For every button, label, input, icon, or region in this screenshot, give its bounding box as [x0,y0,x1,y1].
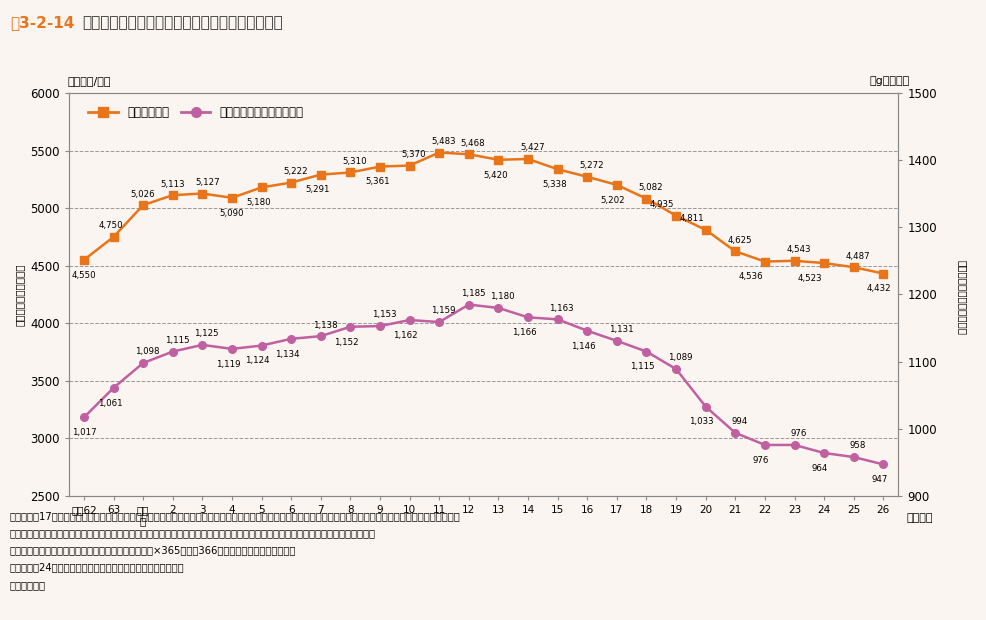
Text: 1,185: 1,185 [460,289,485,298]
Text: 1,162: 1,162 [392,331,417,340]
Text: 図るための基本的な方針」における、「一般廃棄物の排出量（計画収集量＋直接搬入量＋資源ごみの集団回収量）」と同様とした: 図るための基本的な方針」における、「一般廃棄物の排出量（計画収集量＋直接搬入量＋… [10,528,376,538]
Text: 1,166: 1,166 [511,328,535,337]
Y-axis label: ごみ総排出量（万ト）: ごみ総排出量（万ト） [15,264,25,326]
Text: 5,291: 5,291 [306,185,330,195]
Legend: ごみ総排出量, 一人一日当たりごみ排出量: ごみ総排出量, 一人一日当たりごみ排出量 [83,101,309,123]
Text: 1,180: 1,180 [490,292,515,301]
Text: 947: 947 [870,475,886,484]
Text: 4,935: 4,935 [650,200,673,209]
Text: 5,361: 5,361 [365,177,389,187]
Text: ごみ総排出量と一人一日当たりごみ排出量の推移: ごみ総排出量と一人一日当たりごみ排出量の推移 [82,16,282,30]
Text: 注１：平成17年度実績の取りまとめより「ごみ総排出量」は、廃棄物処理法に基づく「廃棄物の減量その他その適正な処理に関する施策の総合的かつ計画的な推進を: 注１：平成17年度実績の取りまとめより「ごみ総排出量」は、廃棄物処理法に基づく「… [10,512,460,521]
Text: （万トン/年）: （万トン/年） [67,76,110,86]
Text: 図3-2-14: 図3-2-14 [10,16,74,30]
Text: 1,163: 1,163 [549,304,574,312]
Text: 1,089: 1,089 [668,353,692,363]
Text: 5,338: 5,338 [542,180,567,189]
Text: 1,125: 1,125 [194,329,219,339]
Text: 1,061: 1,061 [99,399,123,407]
Text: ２：一人一日当たりごみ排出量は総排出量を総人口×365日又は366日でそれぞれ除した値である: ２：一人一日当たりごみ排出量は総排出量を総人口×365日又は366日でそれぞれ除… [10,545,296,555]
Text: 5,483: 5,483 [431,137,456,146]
Text: 5,272: 5,272 [579,161,603,171]
Text: 4,432: 4,432 [866,285,890,293]
Text: 5,222: 5,222 [283,167,308,176]
Text: 資料：環境省: 資料：環境省 [10,580,45,590]
Text: 5,427: 5,427 [520,143,544,153]
Text: 964: 964 [810,464,827,473]
Text: 5,310: 5,310 [342,157,367,166]
Text: 一人一日当たりごみ排出量: 一人一日当たりごみ排出量 [956,260,966,335]
Text: 5,468: 5,468 [460,139,485,148]
Text: 4,487: 4,487 [845,252,870,260]
Text: 958: 958 [849,441,866,451]
Text: 1,098: 1,098 [135,347,160,356]
Text: 5,127: 5,127 [195,178,220,187]
Text: 5,202: 5,202 [599,196,624,205]
Text: 1,119: 1,119 [215,360,240,369]
Text: ３：平成24年度以降の総人口には、外国人人口を含んでいる: ３：平成24年度以降の総人口には、外国人人口を含んでいる [10,562,184,572]
Text: 4,536: 4,536 [738,272,762,281]
Text: 1,115: 1,115 [165,336,189,345]
Text: 1,159: 1,159 [431,306,456,316]
Text: 1,152: 1,152 [333,337,358,347]
Text: 1,017: 1,017 [72,428,96,437]
Text: 5,420: 5,420 [483,170,508,180]
Text: 4,750: 4,750 [99,221,123,230]
Text: 4,543: 4,543 [786,245,810,254]
Text: 1,134: 1,134 [274,350,299,358]
Text: （g／人日）: （g／人日） [869,76,909,86]
Text: 5,370: 5,370 [401,150,426,159]
Text: 5,180: 5,180 [246,198,271,207]
Text: 4,523: 4,523 [797,274,821,283]
Text: 1,115: 1,115 [629,362,654,371]
Text: 5,090: 5,090 [220,208,244,218]
Text: 976: 976 [751,456,768,465]
Text: 1,138: 1,138 [313,321,337,330]
Text: 1,033: 1,033 [688,417,713,427]
Text: （年度）: （年度） [905,513,932,523]
Text: 5,026: 5,026 [131,190,155,198]
Text: 1,124: 1,124 [245,356,269,365]
Text: 994: 994 [731,417,746,427]
Text: 976: 976 [790,429,807,438]
Text: 1,153: 1,153 [372,311,396,319]
Text: 4,625: 4,625 [727,236,751,245]
Text: 5,082: 5,082 [638,183,663,192]
Text: 5,113: 5,113 [161,180,184,188]
Text: 1,131: 1,131 [608,326,633,334]
Text: 4,550: 4,550 [72,271,96,280]
Text: 1,146: 1,146 [570,342,595,350]
Text: 4,811: 4,811 [678,215,703,223]
